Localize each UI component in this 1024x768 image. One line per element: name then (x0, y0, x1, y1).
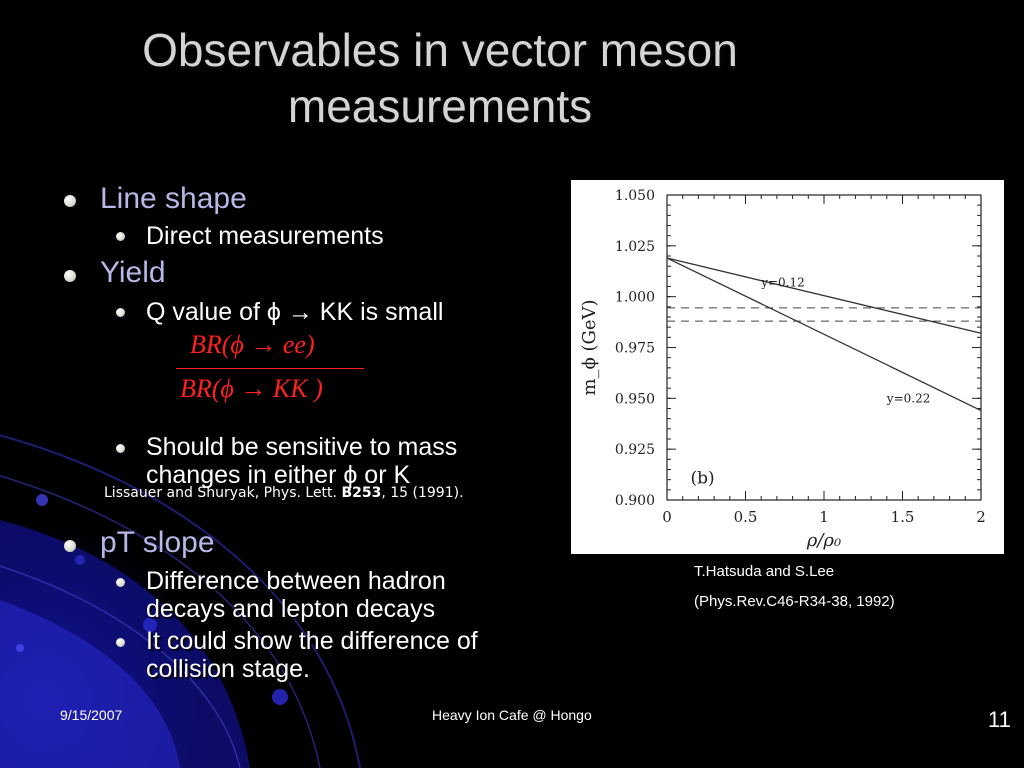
reference-citation: Lissauer and Shuryak, Phys. Lett. B253, … (104, 485, 464, 501)
series-label: y=0.12 (760, 276, 805, 290)
series-line (666, 257, 982, 334)
title-line-2: measurements (287, 80, 593, 132)
bullet-pt-slope: pT slope (100, 526, 215, 559)
x-tick-label: 2 (976, 508, 986, 526)
mass-vs-density-chart: 0.900 0.925 0.950 0.975 1.000 1.025 1.050 0 0.5 1… (571, 180, 1004, 554)
x-tick-label: 0 (662, 508, 672, 526)
branching-ratio-formula: BR(ϕ → ee) BR(ϕ → KK ) (172, 330, 372, 415)
bullet-difference-line-2: decays and lepton decays (146, 595, 436, 623)
reference-prefix: Lissauer and Shuryak, Phys. Lett. (104, 485, 342, 501)
chart-caption-authors: T.Hatsuda and S.Lee (694, 563, 835, 580)
bullet-yield: Yield (100, 256, 166, 289)
formula-fraction-bar (176, 368, 364, 369)
reference-suffix: , 15 (1991). (381, 485, 464, 501)
bullet-collision-line-1: It could show the difference of (146, 627, 478, 655)
y-axis-label: m_ϕ (GeV) (579, 299, 600, 395)
title-line-1: Observables in vector meson (142, 24, 738, 76)
bullet-dot (64, 540, 76, 552)
bullet-dot (64, 195, 76, 207)
y-tick-label: 1.025 (615, 239, 655, 255)
y-tick-label: 1.000 (615, 290, 655, 306)
y-tick-label: 0.900 (615, 493, 655, 509)
footer-center: Heavy Ion Cafe @ Hongo (432, 707, 592, 723)
y-tick-label: 0.950 (615, 391, 655, 407)
x-tick-label: 0.5 (734, 508, 758, 526)
bullet-collision: It could show the difference of collisio… (146, 627, 478, 683)
plot-frame (666, 194, 982, 501)
bullet-sensitive-line-1: Should be sensitive to mass (146, 433, 458, 461)
series-label: y=0.22 (886, 391, 931, 405)
x-axis-label: ρ/ρ₀ (806, 530, 841, 551)
x-tick-label: 1 (819, 508, 829, 526)
formula-denominator: BR(ϕ → KK ) (180, 374, 323, 403)
bullet-collision-line-2: collision stage. (146, 655, 310, 683)
sub-bullet-dot (116, 578, 125, 587)
panel-label: (b) (691, 469, 715, 489)
page-number: 11 (988, 707, 1011, 732)
chart-caption-journal: (Phys.Rev.C46-R34-38, 1992) (694, 593, 895, 610)
footer-date: 9/15/2007 (60, 707, 123, 723)
bullet-dot (64, 270, 76, 282)
y-tick-label: 1.050 (615, 188, 655, 204)
sub-bullet-dot (116, 232, 125, 241)
bullet-difference-line-1: Difference between hadron (146, 567, 446, 595)
y-tick-label: 0.925 (615, 442, 655, 458)
y-tick-label: 0.975 (615, 341, 655, 357)
chart-svg: 0.900 0.925 0.950 0.975 1.000 1.025 1.050 0 0.5 1… (579, 188, 986, 551)
sub-bullet-dot (116, 308, 125, 317)
formula-numerator: BR(ϕ → ee) (190, 330, 315, 359)
bullet-sensitive: Should be sensitive to mass changes in e… (146, 433, 457, 489)
bullet-sensitive-line-2: changes in either ϕ or K (146, 461, 411, 489)
reference-volume: B253 (341, 485, 382, 501)
sub-bullet-dot (116, 444, 125, 453)
bullet-direct-measurements: Direct measurements (146, 222, 384, 250)
bullet-line-shape: Line shape (100, 182, 247, 215)
bullet-difference: Difference between hadron decays and lep… (146, 567, 446, 623)
x-tick-label: 1.5 (891, 508, 915, 526)
bullet-q-value: Q value of ϕ → KK is small (146, 298, 444, 326)
series-line (666, 257, 982, 412)
sub-bullet-dot (116, 638, 125, 647)
slide-title: Observables in vector meson measurements (60, 22, 820, 134)
